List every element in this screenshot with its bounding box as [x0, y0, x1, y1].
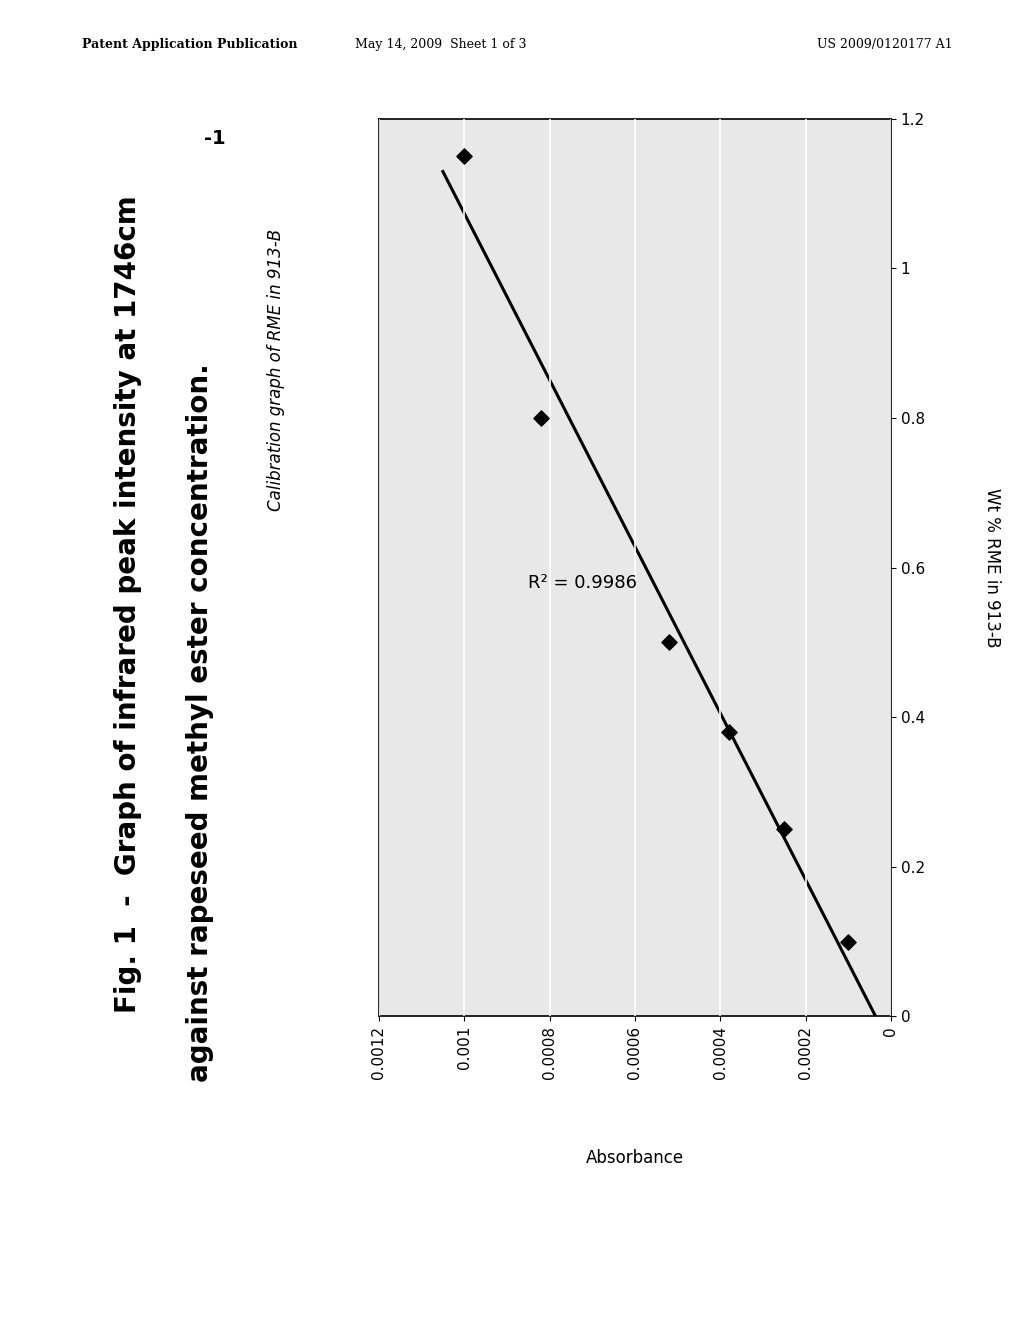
Text: R² = 0.9986: R² = 0.9986 [528, 574, 637, 591]
Point [532, 408, 549, 429]
Point [456, 145, 472, 166]
Text: US 2009/0120177 A1: US 2009/0120177 A1 [817, 38, 952, 51]
Text: Calibration graph of RME in 913-B: Calibration graph of RME in 913-B [267, 230, 286, 511]
Text: Fig. 1  -  Graph of infrared peak intensity at 1746cm: Fig. 1 - Graph of infrared peak intensit… [114, 195, 142, 1012]
Point [776, 818, 793, 840]
Text: against rapeseed methyl ester concentration.: against rapeseed methyl ester concentrat… [185, 363, 214, 1082]
Point [721, 722, 737, 743]
Point [840, 931, 856, 952]
X-axis label: Absorbance: Absorbance [586, 1148, 684, 1167]
Text: Patent Application Publication: Patent Application Publication [82, 38, 297, 51]
Text: -1: -1 [204, 129, 226, 148]
Y-axis label: Wt % RME in 913-B: Wt % RME in 913-B [983, 488, 1001, 647]
Text: May 14, 2009  Sheet 1 of 3: May 14, 2009 Sheet 1 of 3 [354, 38, 526, 51]
Point [660, 632, 677, 653]
